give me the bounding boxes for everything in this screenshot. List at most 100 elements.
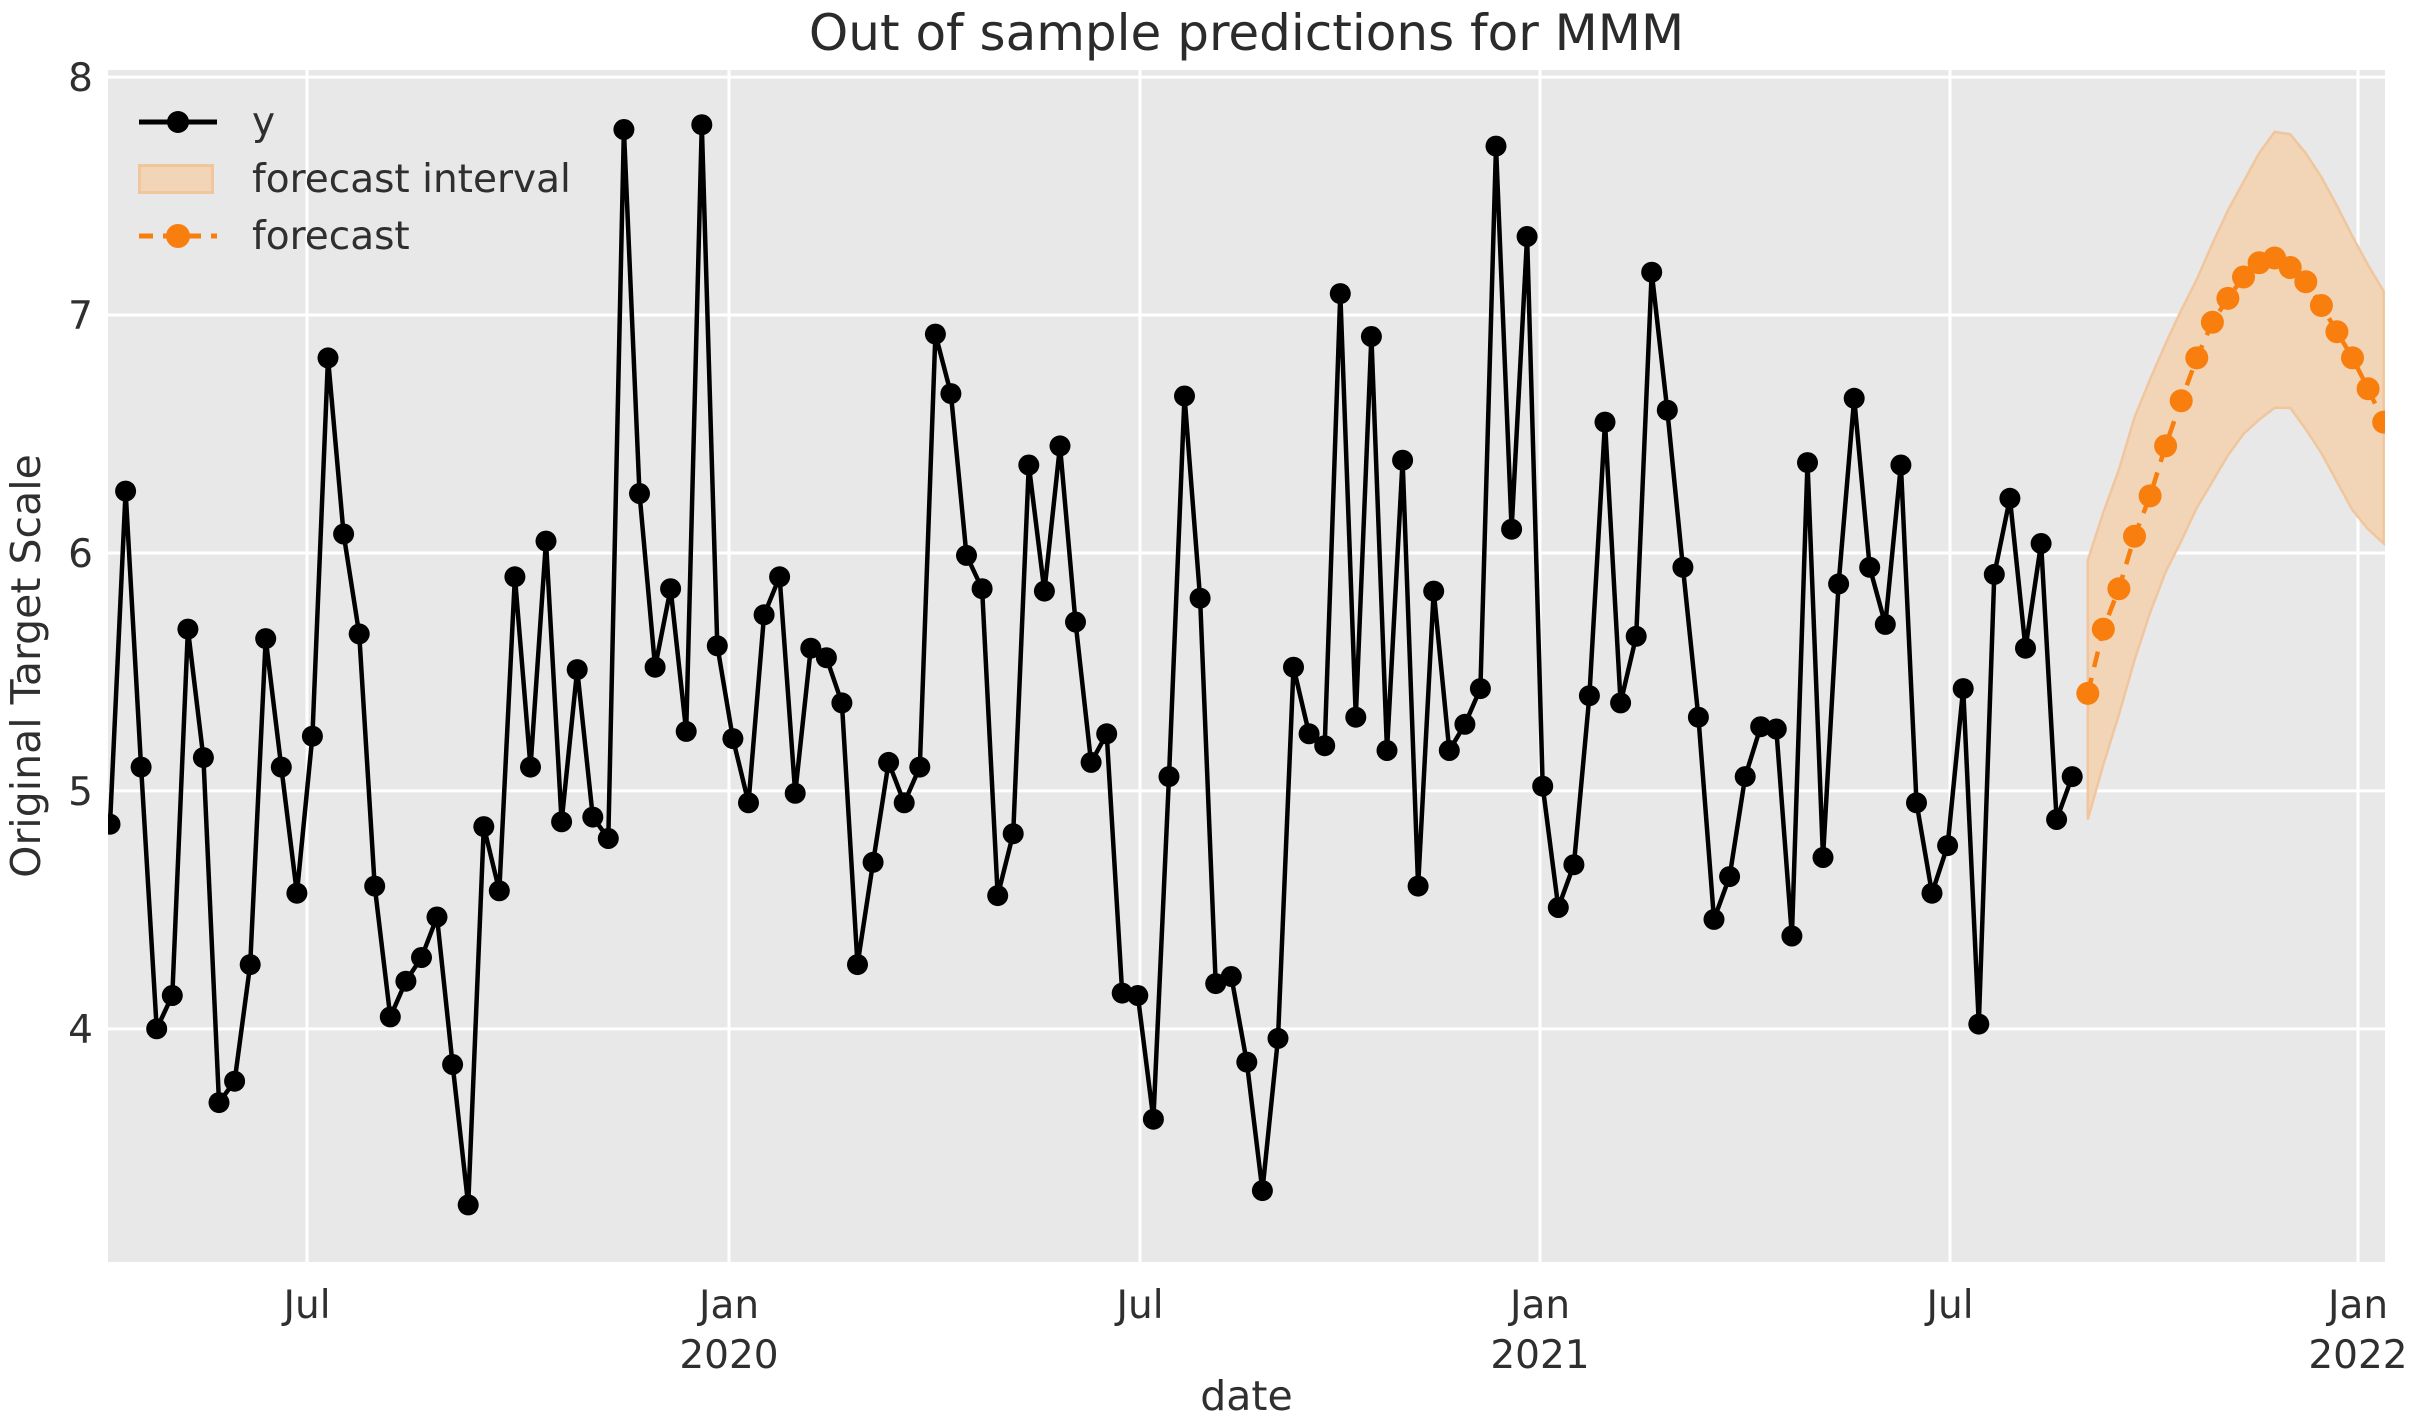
y-series-point [1127, 985, 1149, 1006]
y-series-point [971, 578, 993, 600]
forecast-point [2325, 320, 2349, 344]
y-series-point [1890, 454, 1912, 476]
y-series-point [1610, 692, 1632, 714]
x-tick-label: Jan [2325, 1283, 2388, 1328]
y-series-point [379, 1006, 401, 1028]
y-tick-label: 7 [68, 294, 93, 339]
y-series-point [629, 483, 650, 504]
forecast-point [2232, 265, 2255, 289]
y-series-point [1220, 966, 1242, 987]
y-series-point [333, 523, 355, 545]
y-series-point [1392, 449, 1414, 471]
y-tick-label: 4 [68, 1008, 93, 1053]
y-series-point [395, 970, 417, 992]
y-series-point [520, 756, 541, 778]
forecast-point [2216, 286, 2240, 310]
y-series-point [1828, 573, 1850, 595]
forecast-point [2200, 310, 2224, 334]
y-series-point [108, 813, 121, 835]
y-series-point [1501, 518, 1523, 540]
x-tick-label: Jan [1507, 1283, 1570, 1328]
forecast-point [2309, 294, 2333, 317]
y-tick-label: 5 [68, 770, 93, 815]
y-series-point [2061, 766, 2083, 788]
y-series-point [1267, 1027, 1289, 1049]
y-series-point [1859, 556, 1881, 578]
y-series-point [1423, 580, 1445, 602]
y-series-point [956, 544, 977, 566]
y-series-point [1018, 454, 1040, 476]
series-layer [108, 114, 2385, 1216]
y-series-point [161, 985, 183, 1006]
legend-entry-y: y [138, 98, 275, 146]
y-series-point [1407, 875, 1429, 897]
y-series-point [1049, 435, 1071, 457]
forecast-point [2169, 389, 2193, 413]
plot-background [108, 70, 2385, 1262]
y-series-point [831, 692, 853, 714]
y-series-point [411, 947, 432, 968]
y-series-point [924, 323, 946, 345]
y-series-point [1641, 261, 1663, 283]
y-series-point [1516, 226, 1538, 247]
y-series-point [675, 720, 697, 742]
y-series-point [1189, 587, 1211, 609]
legend-entry-forecast-interval: forecast interval [138, 155, 571, 203]
y-series-point [1906, 792, 1927, 814]
y-series-point [457, 1194, 479, 1216]
y-series-point [1547, 897, 1569, 918]
y-series-point [1765, 718, 1787, 740]
y-series-point [426, 906, 448, 928]
y-series-point [301, 725, 323, 747]
x-tick-label: Jan [696, 1283, 759, 1328]
x-tick-label: Jul [1113, 1283, 1163, 1328]
y-series-point [1797, 452, 1818, 474]
y-series-point [146, 1018, 168, 1040]
y-series-point [1843, 387, 1865, 409]
y-series-point [1174, 385, 1195, 407]
y-series-point [1469, 678, 1491, 700]
forecast-point [2107, 577, 2131, 601]
forecast-point [2076, 681, 2100, 705]
forecast-point [2294, 270, 2318, 294]
forecast-interval-band [2086, 130, 2385, 820]
y-series-point [1345, 706, 1367, 728]
legend-entry-forecast: forecast [138, 212, 410, 260]
forecast-point [2123, 524, 2146, 548]
y-series-point [1065, 611, 1086, 633]
y-series-point [1625, 625, 1647, 647]
y-series-point [364, 875, 386, 897]
y-series-point [224, 1070, 246, 1092]
y-axis-label: Original Target Scale [2, 454, 50, 878]
y-series-point [270, 756, 292, 778]
y-series-point [1656, 399, 1678, 421]
y-series-point [738, 792, 759, 814]
forecast-point [2154, 434, 2178, 458]
y-series-point [1781, 925, 1803, 947]
y-series-point [1563, 854, 1585, 876]
x-tick-year-label: 2020 [679, 1333, 778, 1378]
y-series-point [1329, 283, 1351, 305]
y-series-point [239, 954, 261, 976]
y-series-point [1874, 613, 1896, 635]
y-series-point [893, 792, 915, 814]
y-series-point [1750, 716, 1772, 738]
y-series-point [706, 635, 728, 657]
y-series-point [1096, 723, 1118, 745]
forecast-dash-marker-icon [139, 224, 217, 248]
y-series-point [1236, 1051, 1258, 1073]
y-series-point [442, 1054, 464, 1075]
legend-label-forecast-interval: forecast interval [252, 156, 571, 202]
y-series-point [1314, 735, 1336, 757]
y-series-point [660, 578, 682, 600]
y-series-point [488, 880, 510, 902]
y-series-point [1158, 766, 1180, 788]
y-series-point [348, 623, 370, 645]
y-series-point [1002, 823, 1024, 845]
y-series-point [551, 811, 573, 833]
y-series-point [317, 347, 339, 369]
y-series-point [208, 1092, 230, 1114]
y-series-point [691, 114, 713, 136]
y-series-point [909, 756, 931, 778]
